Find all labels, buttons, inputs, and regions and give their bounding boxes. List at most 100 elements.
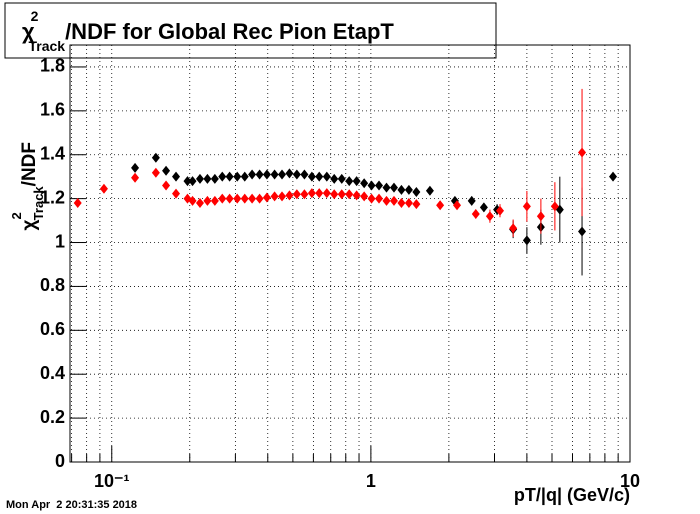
point — [360, 178, 369, 189]
point — [550, 201, 559, 212]
point — [345, 189, 354, 200]
point — [188, 176, 197, 187]
point — [315, 171, 324, 182]
point — [485, 211, 494, 222]
x-tick-label: 10 — [620, 471, 640, 491]
y-axis-label: χ2 Track/NDF — [9, 142, 46, 231]
point — [203, 195, 212, 206]
point — [172, 171, 181, 182]
point — [203, 173, 212, 184]
point — [322, 188, 331, 199]
y-tick-label: 1 — [55, 231, 65, 251]
point — [278, 191, 287, 202]
point — [248, 169, 257, 180]
y-label-sub: Track — [31, 186, 46, 221]
y-tick-label: 0.6 — [40, 319, 65, 339]
y-tick-label: 0.4 — [40, 363, 65, 383]
point — [300, 189, 309, 200]
point — [389, 182, 398, 193]
date-stamp: Mon Apr 2 20:31:35 2018 — [6, 499, 137, 511]
point — [188, 195, 197, 206]
point — [262, 169, 271, 180]
point — [375, 193, 384, 204]
point — [315, 188, 324, 199]
point — [225, 193, 234, 204]
point — [195, 173, 204, 184]
point — [300, 169, 309, 180]
y-tick-label: 1.2 — [40, 187, 65, 207]
point — [322, 171, 331, 182]
point — [292, 169, 301, 180]
point — [255, 193, 264, 204]
point — [218, 193, 227, 204]
point — [397, 184, 406, 195]
point — [522, 235, 531, 246]
point — [367, 193, 376, 204]
point — [425, 185, 434, 196]
point — [330, 189, 339, 200]
point — [436, 200, 445, 211]
x-tick-label: 10⁻¹ — [94, 471, 130, 491]
point — [397, 198, 406, 209]
point — [352, 190, 361, 201]
point — [536, 211, 545, 222]
point — [162, 180, 171, 191]
point — [609, 171, 618, 182]
point — [578, 226, 587, 237]
point — [278, 169, 287, 180]
point — [337, 189, 346, 200]
point — [352, 176, 361, 187]
point — [496, 205, 505, 216]
point — [131, 172, 140, 183]
point — [151, 167, 160, 178]
point — [337, 173, 346, 184]
point — [233, 171, 242, 182]
point — [270, 191, 279, 202]
point — [172, 188, 181, 199]
point — [285, 168, 294, 179]
point — [73, 198, 82, 209]
y-label-symbol: χ — [19, 220, 40, 231]
point — [404, 184, 413, 195]
title-symbol: χ — [22, 19, 35, 44]
point — [240, 193, 249, 204]
y-label-rest: /NDF — [19, 142, 40, 186]
point — [218, 171, 227, 182]
y-tick-label: 0.8 — [40, 275, 65, 295]
point — [292, 189, 301, 200]
point — [467, 195, 476, 206]
chart-title: χ2 Track/NDF for Global Rec Pion EtapT — [22, 8, 394, 54]
point — [471, 208, 480, 219]
point — [404, 198, 413, 209]
point — [578, 147, 587, 158]
point — [453, 200, 462, 211]
point — [360, 191, 369, 202]
plot-frame — [69, 44, 631, 463]
point — [367, 180, 376, 191]
point — [162, 165, 171, 176]
point — [195, 198, 204, 209]
title-sup: 2 — [31, 8, 39, 24]
y-tick-label: 0.2 — [40, 407, 65, 427]
x-tick-label: 1 — [366, 471, 376, 491]
point — [131, 162, 140, 173]
point — [151, 152, 160, 163]
y-tick-label: 0 — [55, 451, 65, 471]
point — [382, 182, 391, 193]
point — [382, 195, 391, 206]
title-box — [4, 2, 497, 59]
y-tick-label: 1.4 — [40, 143, 65, 163]
point — [183, 176, 192, 187]
title-sub: Track — [28, 38, 65, 54]
x-axis-label: pT/|q| (GeV/c) — [514, 485, 630, 505]
point — [522, 201, 531, 212]
point — [99, 183, 108, 194]
point — [345, 176, 354, 187]
point — [285, 190, 294, 201]
y-label-sup: 2 — [9, 212, 24, 219]
y-tick-label: 1.8 — [40, 56, 65, 76]
point — [479, 202, 488, 213]
point — [307, 171, 316, 182]
